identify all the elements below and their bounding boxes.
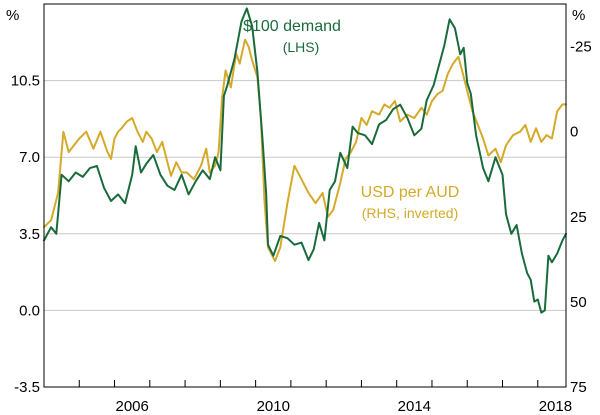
right-tick-label: -25 [570,39,592,56]
series-label-usd: USD per AUD [361,184,460,201]
left-tick-label: 0.0 [19,302,40,319]
x-tick-label: 2018 [539,398,572,415]
right-tick-label: 0 [570,124,578,141]
right-tick-label: 75 [570,379,587,396]
x-tick-label: 2010 [257,398,290,415]
x-tick-label: 2006 [115,398,148,415]
series-sublabel-usd: (RHS, inverted) [362,205,458,221]
left-tick-label: 7.0 [19,149,40,166]
series-line-demand [43,7,567,314]
right-tick-label: 50 [570,294,587,311]
series-sublabel-demand: (LHS) [283,39,320,55]
series-label-demand: $100 demand [243,18,341,35]
left-tick-label: 3.5 [19,226,40,243]
left-tick-label: 10.5 [11,73,40,90]
series-lines [43,7,567,314]
right-axis-labels: 75 50 25 0 -25 [570,39,592,396]
x-tick-label: 2014 [398,398,431,415]
x-tick-marks [43,380,539,387]
plot-frame [43,3,567,388]
right-tick-label: 25 [570,209,587,226]
series-line-usd-per-aud [43,38,567,262]
right-unit-label: % [572,7,585,24]
left-tick-label: -3.5 [14,379,40,396]
left-axis-labels: -3.5 0.0 3.5 7.0 10.5 [11,73,40,396]
x-axis-labels: 2006 2010 2014 2018 [115,398,572,415]
left-unit-label: % [6,7,19,24]
